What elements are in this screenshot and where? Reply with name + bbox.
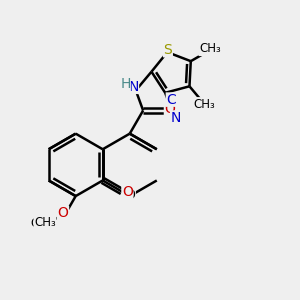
Text: CH₃: CH₃ [34,216,56,229]
Text: CH₃: CH₃ [193,98,215,111]
Text: S: S [164,43,172,57]
Text: N: N [170,110,181,124]
Text: CH₃: CH₃ [199,43,221,56]
Text: CH₃: CH₃ [31,218,52,230]
Text: H: H [120,77,130,91]
Text: O: O [58,206,68,220]
Text: C: C [166,93,176,106]
Text: O: O [122,184,133,199]
Text: N: N [128,80,139,94]
Text: O: O [164,102,175,116]
Text: O: O [124,188,135,202]
